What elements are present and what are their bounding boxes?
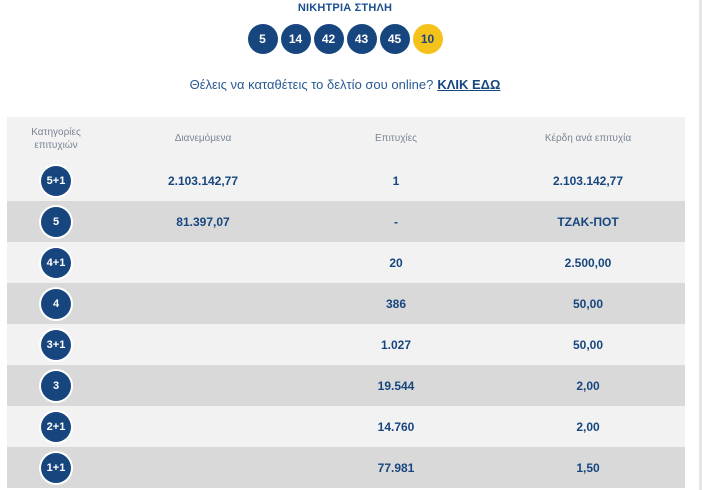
table-row: 3+1 1.027 50,00 (7, 324, 685, 365)
table-row: 4+1 20 2.500,00 (7, 242, 685, 283)
online-submit-text: Θέλεις να καταθέτεις το δελτίο σου onlin… (189, 77, 434, 92)
table-row: 5+1 2.103.142,77 1 2.103.142,77 (7, 160, 685, 201)
table-row: 5 81.397,07 - ΤΖΑΚ-ΠΟΤ (7, 201, 685, 242)
winners-cell: 1 (392, 173, 400, 188)
joker-ball: 10 (412, 24, 443, 54)
number-ball: 14 (280, 24, 311, 54)
winners-cell: 20 (389, 255, 403, 270)
table-header: Κατηγορίες επιτυχιών Διανεμόμενα Επιτυχί… (7, 117, 685, 160)
prize-cell: 2.103.142,77 (552, 173, 624, 188)
winning-title: ΝΙΚΗΤΡΙΑ ΣΤΗΛΗ (297, 2, 393, 14)
click-here-link[interactable]: ΚΛΙΚ ΕΔΩ (437, 77, 501, 92)
category-badge: 4+1 (41, 247, 71, 278)
prize-cell: ΤΖΑΚ-ΠΟΤ (557, 214, 619, 229)
online-submit-prompt: Θέλεις να καταθέτεις το δελτίο σου onlin… (0, 77, 690, 92)
category-badge: 3 (41, 370, 71, 401)
table-row: 3 19.544 2,00 (7, 365, 685, 406)
prize-cell: 50,00 (572, 337, 604, 352)
category-badge: 1+1 (41, 452, 71, 483)
header-winners: Επιτυχίες (375, 133, 417, 144)
winners-cell: - (394, 214, 398, 229)
table-row: 2+1 14.760 2,00 (7, 406, 685, 447)
number-ball: 5 (247, 24, 278, 54)
winners-cell: 1.027 (380, 337, 412, 352)
distributed-cell: 81.397,07 (176, 214, 230, 229)
header-distributed: Διανεμόμενα (174, 133, 232, 144)
table-row: 1+1 77.981 1,50 (7, 447, 685, 488)
winners-cell: 19.544 (377, 378, 415, 393)
prize-cell: 50,00 (572, 296, 604, 311)
header-category: Κατηγορίες επιτυχιών (31, 126, 81, 151)
page-edge (699, 0, 702, 490)
winning-numbers: 5 14 42 43 45 10 (0, 24, 690, 54)
prize-table: Κατηγορίες επιτυχιών Διανεμόμενα Επιτυχί… (7, 117, 685, 488)
distributed-cell: 2.103.142,77 (167, 173, 239, 188)
category-badge: 4 (41, 288, 71, 319)
number-ball: 42 (313, 24, 344, 54)
category-badge: 2+1 (41, 411, 71, 442)
prize-cell: 1,50 (576, 460, 600, 475)
category-badge: 3+1 (41, 329, 71, 360)
category-badge: 5+1 (41, 165, 71, 196)
winners-cell: 14.760 (377, 419, 415, 434)
prize-cell: 2.500,00 (564, 255, 612, 270)
table-row: 4 386 50,00 (7, 283, 685, 324)
number-ball: 45 (379, 24, 410, 54)
winners-cell: 77.981 (377, 460, 415, 475)
prize-cell: 2,00 (576, 378, 600, 393)
category-badge: 5 (41, 206, 71, 237)
winners-cell: 386 (385, 296, 407, 311)
number-ball: 43 (346, 24, 377, 54)
header-prize: Κέρδη ανά επιτυχία (544, 133, 632, 144)
prize-cell: 2,00 (576, 419, 600, 434)
